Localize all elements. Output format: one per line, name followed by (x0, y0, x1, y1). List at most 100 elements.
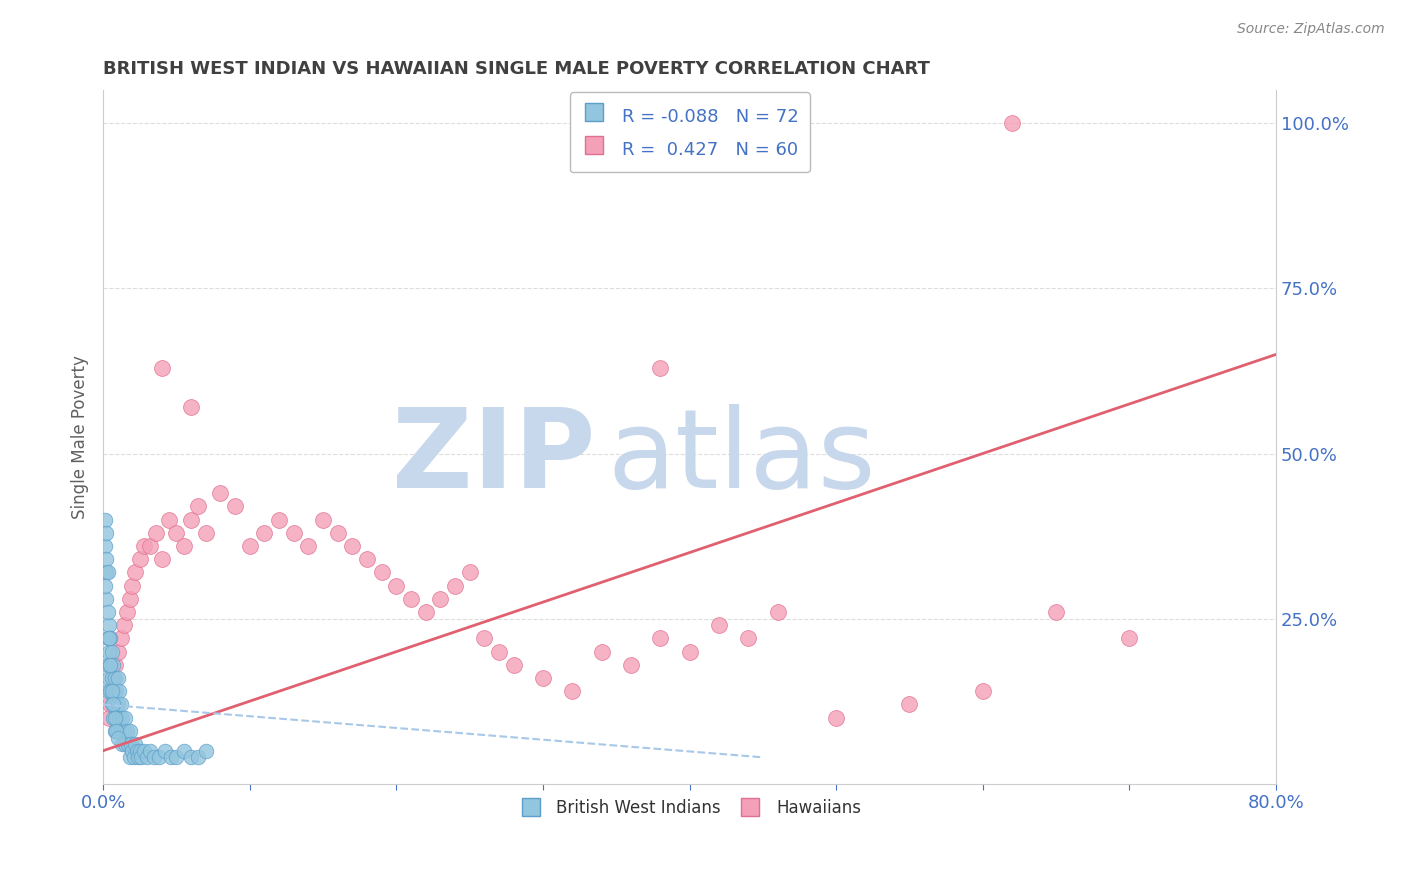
Point (118, 591, 141, 606)
Point (224, 500, 246, 514)
Point (98, 618, 121, 632)
Point (620, 657, 643, 672)
Point (120, 737, 142, 751)
Point (187, 750, 209, 764)
Point (150, 552, 173, 566)
Point (283, 525, 305, 540)
Point (96, 684, 118, 698)
Point (194, 744, 217, 758)
Point (107, 723, 129, 738)
Point (110, 723, 132, 738)
Point (766, 605, 789, 619)
Point (105, 723, 128, 738)
Point (180, 401, 202, 415)
Point (105, 711, 128, 725)
Point (444, 579, 467, 593)
Point (104, 711, 127, 725)
Point (737, 632, 759, 646)
Point (103, 698, 125, 712)
Point (253, 525, 276, 540)
Point (93, 512, 115, 526)
Point (173, 744, 195, 758)
Point (103, 711, 125, 725)
Point (118, 723, 141, 738)
Point (187, 500, 209, 514)
Point (209, 486, 232, 500)
Point (118, 750, 141, 764)
Point (107, 671, 129, 685)
Point (180, 512, 202, 526)
Point (98, 645, 121, 659)
Point (104, 671, 127, 685)
Point (100, 657, 122, 672)
Point (121, 579, 143, 593)
Point (103, 671, 125, 685)
Point (399, 591, 422, 606)
Point (415, 605, 437, 619)
Point (385, 579, 408, 593)
Point (134, 539, 156, 553)
Point (159, 750, 181, 764)
Point (139, 539, 162, 553)
Point (100, 632, 122, 646)
Text: Source: ZipAtlas.com: Source: ZipAtlas.com (1237, 22, 1385, 37)
Point (114, 711, 136, 725)
Point (104, 723, 127, 738)
Point (96, 605, 118, 619)
Point (94, 591, 117, 606)
Point (650, 632, 672, 646)
Point (1001, 116, 1024, 130)
Point (194, 525, 217, 540)
Point (128, 744, 150, 758)
Point (107, 645, 129, 659)
Point (112, 723, 135, 738)
Point (111, 711, 134, 725)
Point (165, 525, 187, 540)
Point (825, 711, 848, 725)
Point (117, 737, 139, 751)
Point (127, 750, 149, 764)
Point (108, 711, 131, 725)
Point (122, 750, 145, 764)
Point (103, 657, 125, 672)
Point (972, 684, 994, 698)
Point (107, 698, 129, 712)
Point (136, 750, 159, 764)
Point (153, 744, 176, 758)
Point (650, 360, 672, 375)
Point (561, 684, 583, 698)
Point (115, 723, 138, 738)
Point (115, 605, 138, 619)
Point (180, 750, 202, 764)
Point (1118, 632, 1140, 646)
Point (101, 684, 124, 698)
Point (100, 657, 122, 672)
Point (125, 744, 148, 758)
Point (326, 525, 349, 540)
Point (111, 737, 134, 751)
Point (267, 512, 290, 526)
Point (531, 671, 554, 685)
Point (100, 698, 122, 712)
Point (108, 684, 131, 698)
Point (101, 684, 124, 698)
Point (98, 671, 121, 685)
Text: ZIP: ZIP (392, 404, 596, 511)
Point (128, 552, 150, 566)
Point (100, 684, 122, 698)
Y-axis label: Single Male Poverty: Single Male Poverty (72, 355, 89, 519)
Point (502, 657, 524, 672)
Point (98, 632, 121, 646)
Point (472, 632, 495, 646)
Point (148, 750, 170, 764)
Point (114, 737, 136, 751)
Point (96, 632, 118, 646)
Point (121, 744, 143, 758)
Point (157, 512, 180, 526)
Point (107, 731, 129, 745)
Point (134, 744, 156, 758)
Point (104, 657, 127, 672)
Point (356, 552, 378, 566)
Point (898, 698, 921, 712)
Point (93, 579, 115, 593)
